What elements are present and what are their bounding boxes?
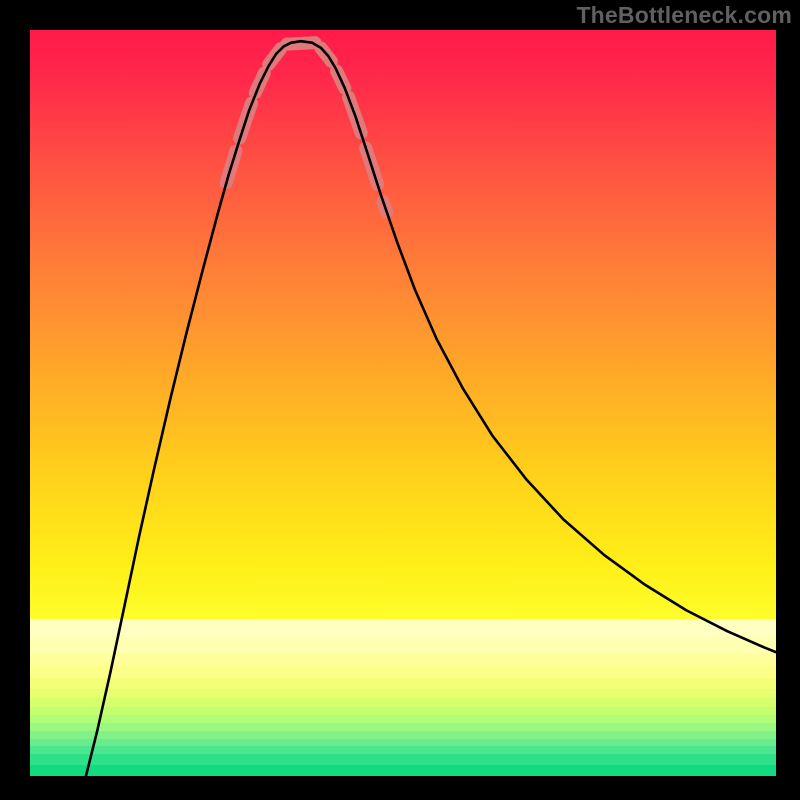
watermark-text: TheBottleneck.com (576, 2, 792, 29)
plot-area (30, 30, 776, 776)
curve-layer (30, 30, 776, 776)
bottleneck-curve (86, 41, 776, 776)
overlay-segments (226, 43, 386, 212)
chart-stage: TheBottleneck.com (0, 0, 800, 800)
